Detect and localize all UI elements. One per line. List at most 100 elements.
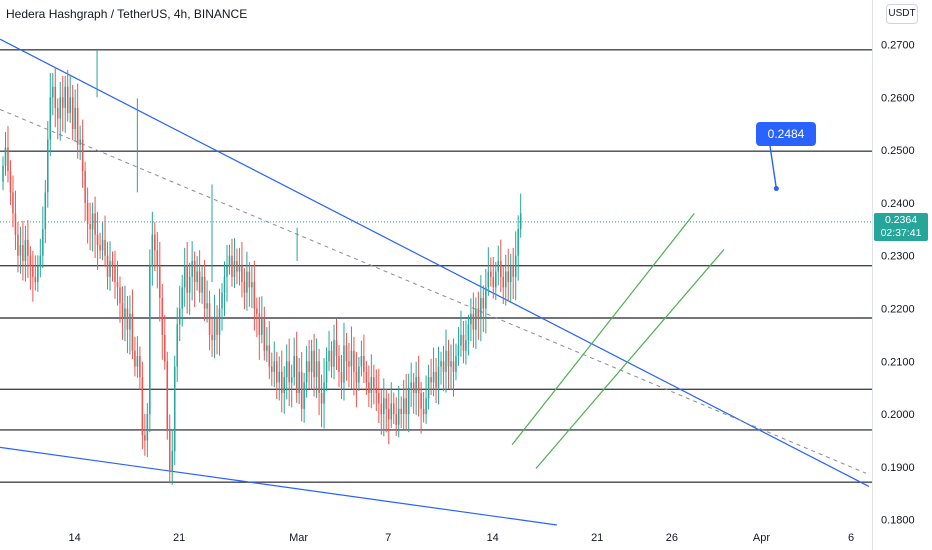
candle-body [447, 350, 450, 367]
candle-body [507, 271, 510, 283]
candle-body [290, 377, 293, 383]
candle-body [191, 260, 193, 277]
candle-body [425, 398, 427, 415]
time-tick-label: 14 [69, 532, 81, 544]
candle-body [106, 255, 109, 277]
candle-body [59, 97, 62, 119]
candle-body [467, 324, 470, 341]
candle-body [19, 245, 22, 256]
candle-body [495, 271, 497, 288]
price-axis-ticks: 0.2700 0.2600 0.2500 0.2400 0.2300 0.2200 0.21… [881, 40, 915, 527]
candle-body [176, 324, 178, 367]
price-tick-label: 0.2200 [881, 304, 915, 316]
candle-body [141, 377, 144, 436]
candle-body [437, 366, 440, 388]
candle-body [480, 297, 482, 320]
candle-body [116, 282, 119, 288]
candle-body [144, 435, 146, 441]
candle-body [360, 356, 363, 367]
candle-body [363, 356, 365, 372]
candle-body [368, 382, 370, 393]
candle-body [203, 276, 206, 309]
candle-body [383, 398, 385, 415]
candle-body [455, 356, 457, 372]
candle-body [168, 429, 171, 473]
candle-body [499, 260, 502, 277]
candle-body [188, 276, 191, 293]
candle-body [114, 266, 116, 283]
candle-body [14, 213, 17, 235]
candle-body [9, 171, 12, 193]
candle-body [124, 308, 126, 320]
candle-body [226, 266, 228, 277]
time-tick-label: 21 [173, 532, 185, 544]
candle-body [104, 239, 106, 256]
candle-body [442, 361, 445, 372]
candle-body [22, 245, 24, 261]
candle-body [273, 361, 276, 372]
candle-body [445, 350, 447, 372]
candle-body [129, 313, 131, 330]
candle-body [390, 403, 393, 420]
candle-body [64, 86, 66, 108]
candle-body [136, 356, 139, 367]
candle-body [343, 345, 345, 383]
candle-body [223, 276, 226, 293]
candle-body [66, 86, 69, 114]
candle-body [275, 361, 278, 383]
price-tick-label: 0.2700 [881, 40, 915, 52]
candle-body [340, 371, 343, 383]
candle-body [34, 276, 37, 283]
candle-body [236, 260, 238, 272]
candle-body [44, 192, 47, 230]
candle-body [320, 392, 323, 404]
candle-body [358, 366, 360, 383]
candle-body [450, 361, 452, 367]
candle-body [300, 371, 303, 409]
currency-button[interactable]: USDT [886, 4, 918, 24]
candle-body [181, 287, 183, 309]
price-tick-label: 0.2100 [881, 356, 915, 368]
candle-body [375, 387, 378, 393]
candle-body [271, 366, 273, 372]
candle-body [161, 297, 164, 335]
candle-body [313, 350, 315, 378]
candle-body [4, 147, 7, 166]
candle-body [52, 86, 54, 98]
candle-body [91, 213, 94, 230]
candle-body [492, 276, 495, 288]
candle-body [76, 107, 79, 145]
candle-body [350, 350, 353, 367]
candle-body [519, 213, 522, 230]
candle-body [256, 308, 258, 314]
candle-body [308, 361, 310, 372]
candle-body [29, 255, 32, 267]
candle-body [266, 345, 268, 351]
price-tick-label: 0.2000 [881, 409, 915, 421]
candle-body [211, 334, 213, 341]
candle-body [84, 171, 86, 203]
candle-body [457, 345, 460, 357]
candle-body [512, 266, 514, 277]
candle-body [149, 266, 151, 415]
candle-body [134, 350, 136, 367]
candle-body [298, 371, 300, 393]
candle-body [164, 334, 166, 362]
channel-line [511, 213, 695, 446]
bar-countdown: 02:37:41 [880, 227, 922, 239]
candle-body [462, 334, 465, 351]
time-tick-label: 14 [487, 532, 499, 544]
candle-body [517, 229, 519, 256]
candle-body [69, 97, 71, 114]
candle-body [353, 350, 355, 372]
candle-body [99, 245, 101, 251]
candle-body [315, 361, 318, 378]
price-callout[interactable]: 0.2484 [756, 122, 816, 146]
price-tick-label: 0.2300 [881, 251, 915, 263]
candle-body [196, 271, 198, 283]
candle-body [111, 260, 114, 267]
candle-body [39, 255, 42, 267]
candle-body [139, 356, 141, 378]
candle-body [338, 356, 340, 372]
